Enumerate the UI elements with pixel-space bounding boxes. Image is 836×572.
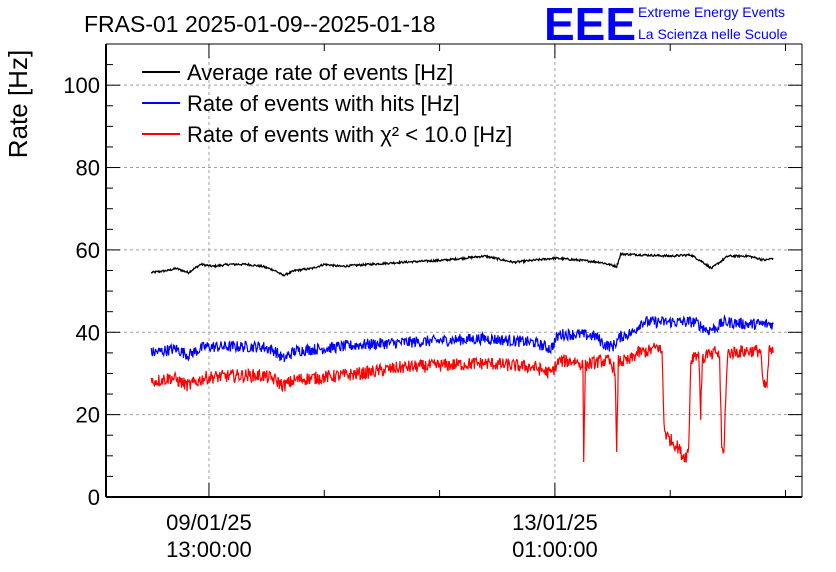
- series-line-0: [150, 251, 774, 277]
- x-tick-date: 09/01/25: [166, 510, 252, 535]
- chart-title: FRAS-01 2025-01-09--2025-01-18: [84, 11, 436, 37]
- y-tick-label: 20: [76, 403, 100, 428]
- y-tick-label: 40: [76, 320, 100, 345]
- eee-logo-letters: EEE: [544, 0, 636, 50]
- legend: Average rate of events [Hz] Rate of event…: [142, 60, 512, 147]
- y-tick-label: 80: [76, 156, 100, 181]
- y-tick-label: 100: [63, 73, 100, 98]
- legend-label-1: Rate of events with hits [Hz]: [187, 91, 460, 116]
- y-tick-label: 0: [88, 485, 100, 510]
- x-tick-time: 13:00:00: [166, 537, 252, 562]
- grid-lines: [106, 44, 802, 497]
- logo-line-1: Extreme Energy Events: [638, 4, 785, 20]
- legend-label-0: Average rate of events [Hz]: [187, 60, 453, 85]
- logo-line-2: La Scienza nelle Scuole: [638, 26, 788, 42]
- legend-label-2: Rate of events with χ² < 10.0 [Hz]: [187, 122, 512, 147]
- y-axis-label: Rate [Hz]: [3, 50, 33, 158]
- x-tick-time: 01:00:00: [512, 537, 598, 562]
- series-line-1: [150, 314, 774, 363]
- y-tick-label: 60: [76, 238, 100, 263]
- x-tick-date: 13/01/25: [512, 510, 598, 535]
- series-line-2: [150, 342, 774, 463]
- eee-logo: EEE Extreme Energy Events La Scienza nel…: [544, 0, 788, 50]
- series-group: [150, 251, 774, 463]
